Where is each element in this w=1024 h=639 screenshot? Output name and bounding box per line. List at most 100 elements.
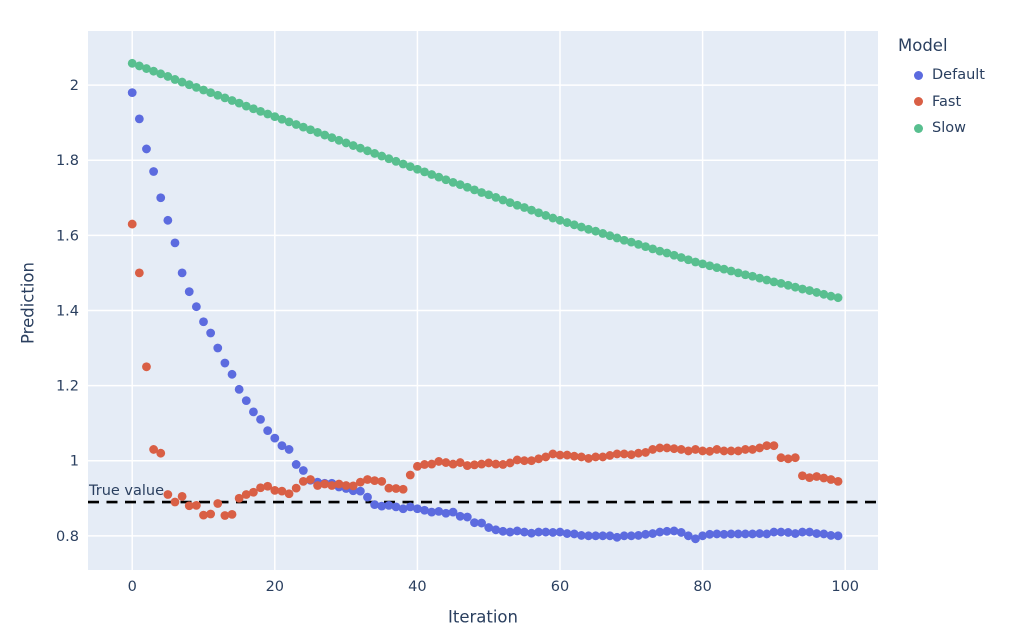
data-point bbox=[641, 242, 650, 252]
legend-item-fast[interactable]: Fast bbox=[890, 89, 1022, 116]
data-point bbox=[555, 215, 565, 225]
x-tick-label: 20 bbox=[266, 579, 284, 595]
data-point bbox=[184, 501, 194, 511]
data-point bbox=[491, 192, 501, 202]
legend-item-slow[interactable]: Slow bbox=[890, 115, 1022, 142]
data-point bbox=[512, 526, 522, 536]
data-point bbox=[491, 525, 501, 535]
data-point bbox=[527, 456, 536, 466]
data-point bbox=[455, 511, 465, 521]
data-point bbox=[591, 226, 601, 236]
data-point bbox=[591, 531, 601, 541]
data-point bbox=[534, 208, 544, 218]
data-point bbox=[391, 156, 401, 166]
data-point bbox=[306, 475, 315, 484]
data-point bbox=[755, 529, 765, 538]
data-point bbox=[405, 470, 415, 480]
plot-area bbox=[88, 31, 878, 570]
data-point bbox=[348, 481, 358, 491]
x-axis-title: Iteration bbox=[448, 607, 518, 627]
data-point bbox=[227, 510, 237, 519]
data-point bbox=[598, 531, 608, 541]
data-point bbox=[341, 481, 351, 490]
data-point bbox=[626, 531, 636, 541]
data-point bbox=[363, 146, 372, 156]
data-point bbox=[327, 481, 337, 490]
data-point bbox=[676, 253, 686, 262]
series-slow bbox=[127, 58, 843, 303]
data-point bbox=[220, 358, 230, 368]
data-point bbox=[669, 526, 679, 536]
legend-item-label: Default bbox=[932, 67, 985, 83]
x-tick-label: 60 bbox=[551, 579, 569, 595]
y-tick-label: 1 bbox=[70, 454, 79, 470]
data-point bbox=[291, 483, 301, 493]
data-point bbox=[712, 263, 722, 273]
data-point bbox=[576, 531, 586, 540]
data-point bbox=[320, 479, 330, 489]
data-point bbox=[191, 500, 201, 510]
data-point bbox=[455, 180, 465, 190]
data-point bbox=[612, 233, 622, 243]
data-point bbox=[733, 529, 743, 539]
data-point bbox=[569, 451, 579, 461]
data-point bbox=[648, 445, 658, 454]
data-point bbox=[234, 98, 244, 108]
data-point bbox=[149, 66, 158, 76]
data-point bbox=[519, 527, 529, 537]
data-point bbox=[676, 445, 686, 454]
data-point bbox=[584, 224, 593, 234]
data-point bbox=[669, 250, 679, 260]
data-point bbox=[477, 459, 486, 469]
data-point bbox=[826, 531, 836, 540]
data-point bbox=[505, 198, 515, 208]
data-point bbox=[441, 508, 451, 518]
data-point bbox=[698, 259, 708, 269]
data-point bbox=[683, 531, 693, 541]
data-point bbox=[683, 446, 693, 456]
data-point bbox=[790, 282, 800, 292]
data-point bbox=[519, 203, 529, 212]
data-point bbox=[270, 433, 280, 443]
data-point bbox=[562, 218, 572, 227]
data-point bbox=[220, 93, 230, 103]
data-point bbox=[170, 497, 180, 507]
y-tick-label: 1.6 bbox=[56, 228, 79, 244]
data-point bbox=[413, 504, 422, 514]
data-point bbox=[405, 502, 415, 512]
data-point bbox=[462, 461, 472, 470]
data-point bbox=[142, 362, 151, 372]
data-point bbox=[812, 288, 822, 297]
legend-item-default[interactable]: Default bbox=[890, 62, 1022, 89]
data-point bbox=[534, 454, 544, 464]
data-point bbox=[776, 453, 786, 463]
data-point bbox=[263, 426, 273, 436]
data-point bbox=[370, 476, 380, 486]
data-point bbox=[527, 528, 536, 538]
data-point bbox=[662, 443, 672, 453]
data-point bbox=[434, 172, 444, 182]
data-point bbox=[748, 529, 757, 539]
data-point bbox=[719, 264, 729, 274]
data-point bbox=[562, 529, 572, 538]
data-point bbox=[377, 151, 387, 161]
data-point bbox=[626, 450, 636, 460]
data-point bbox=[833, 531, 843, 541]
data-point bbox=[477, 188, 486, 197]
data-point bbox=[655, 246, 665, 256]
data-point bbox=[384, 483, 394, 493]
data-point bbox=[769, 277, 779, 287]
data-point bbox=[798, 527, 807, 537]
data-point bbox=[762, 441, 772, 451]
data-point bbox=[199, 85, 208, 95]
y-tick-label: 1.4 bbox=[56, 303, 79, 319]
data-point bbox=[691, 257, 700, 267]
data-point bbox=[498, 460, 508, 469]
data-point bbox=[163, 72, 173, 81]
data-point bbox=[298, 122, 308, 132]
data-point bbox=[619, 449, 629, 459]
data-point bbox=[391, 502, 401, 512]
data-point bbox=[662, 248, 672, 258]
data-point bbox=[691, 534, 700, 544]
data-point bbox=[398, 484, 408, 494]
